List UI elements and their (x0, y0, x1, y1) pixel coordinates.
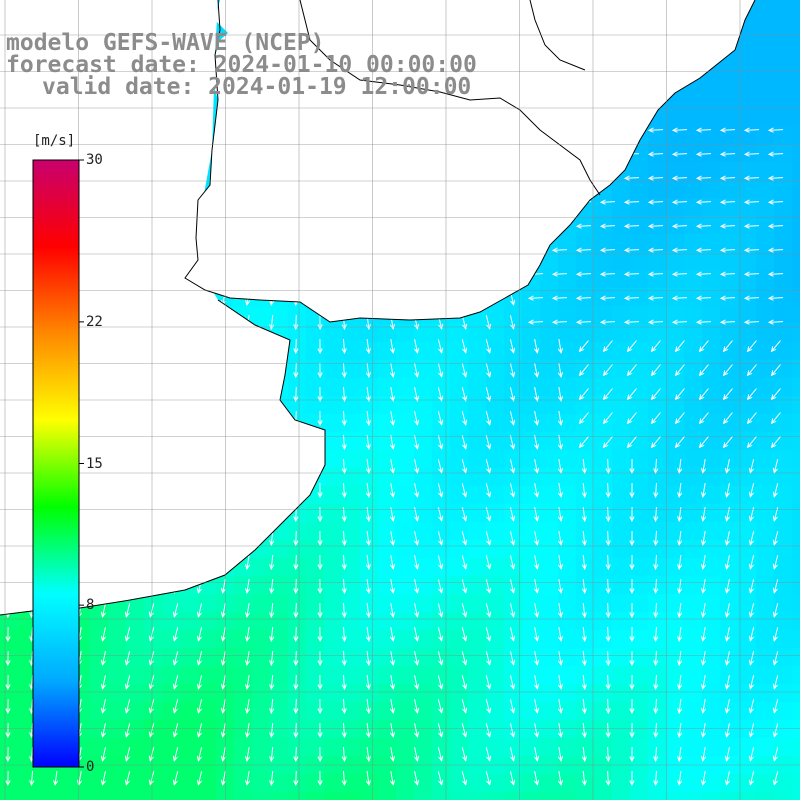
colorbar-tick-label: 0 (86, 759, 95, 775)
colorbar (32, 159, 84, 768)
colorbar-tick-label: 22 (86, 313, 103, 330)
land-mass (0, 0, 755, 322)
colorbar-tick-label: 30 (86, 152, 103, 168)
colorbar-unit: [m/s] (33, 133, 76, 149)
model-title: modelo GEFS-WAVE (NCEP) (6, 30, 325, 56)
forecast-date: forecast date: 2024-01-10 00:00:00 (6, 52, 477, 78)
valid-date: valid date: 2024-01-19 12:00:00 (42, 74, 472, 100)
colorbar-tick-label: 8 (86, 597, 95, 614)
colorbar-tick-label: 15 (86, 455, 103, 472)
land-west (0, 0, 325, 615)
